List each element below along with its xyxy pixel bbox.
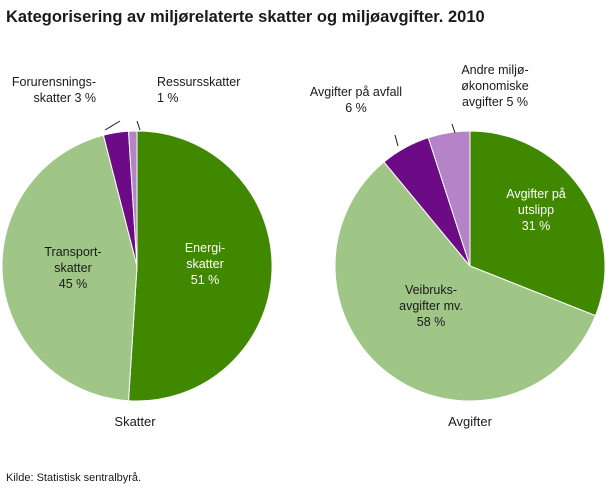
leader-line <box>394 134 399 147</box>
source-note: Kilde: Statistisk sentralbyrå. <box>6 472 142 484</box>
pie-avgifter: Avgifter på utslipp 31 % Veibruks-avgifter … <box>310 63 606 429</box>
pie-caption-avgifter: Avgifter <box>448 414 493 429</box>
slice-label-avgifter-pa-avfall: Avgifter på avfall 6 % <box>310 85 402 115</box>
slice-label-energi: Energi-skatter 51 % <box>185 241 225 287</box>
slice-label-andre-miljo: Andre miljø-økonomiske avgifter 5 % <box>461 63 528 109</box>
pie-slice-veibruks <box>334 161 597 402</box>
leader-line <box>451 123 456 134</box>
pie-slice-ressursskatter <box>127 130 138 267</box>
chart-svg: Energi-skatter 51 % Transport-skatter 45 % F… <box>1 63 606 429</box>
leader-line <box>136 120 141 131</box>
chart-title: Kategorisering av miljørelaterte skatter… <box>6 8 485 26</box>
pie-slice-avgifter-pa <box>469 130 606 317</box>
leader-line <box>104 120 121 131</box>
slice-label-ressursskatter: Ressursskatter 1 % <box>157 75 240 105</box>
pie-caption-skatter: Skatter <box>114 414 156 429</box>
pie-skatter: Energi-skatter 51 % Transport-skatter 45 % F… <box>1 75 273 429</box>
slice-label-transport: Transport-skatter 45 % <box>44 245 101 291</box>
pie-slice-transport <box>1 134 138 402</box>
slice-label-avgifter-pa: Avgifter på utslipp 31 % <box>506 187 566 233</box>
slice-label-forurensnings: Forurensnings-skatter 3 % <box>12 75 96 105</box>
pie-slice-andre-miljo <box>427 130 471 267</box>
slice-label-veibruks: Veibruks-avgifter mv. 58 % <box>399 283 463 329</box>
pie-slice-energi <box>127 130 273 402</box>
